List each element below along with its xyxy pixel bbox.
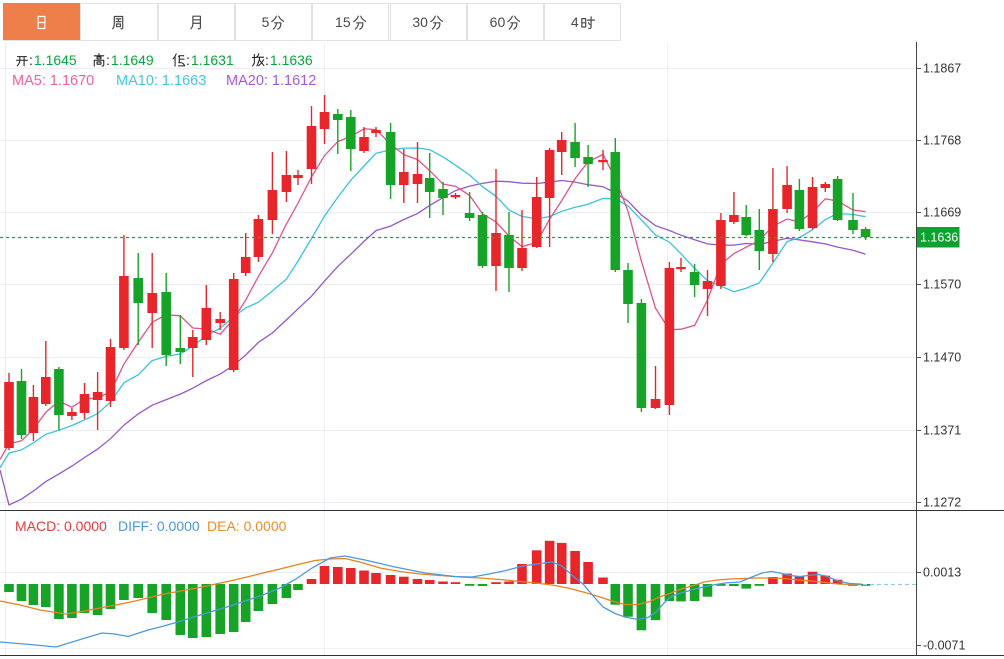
svg-text:1.1669: 1.1669 [923,206,961,220]
svg-text:-0.0071: -0.0071 [923,639,965,653]
svg-text:1.1371: 1.1371 [923,424,961,438]
svg-text:1.1867: 1.1867 [923,62,961,76]
svg-text:1.1570: 1.1570 [923,278,961,292]
svg-text:1.1272: 1.1272 [923,496,961,510]
svg-text:1.1636: 1.1636 [920,231,958,245]
svg-text:0.0013: 0.0013 [923,566,961,580]
svg-text:1.1470: 1.1470 [923,351,961,365]
svg-text:1.1768: 1.1768 [923,134,961,148]
